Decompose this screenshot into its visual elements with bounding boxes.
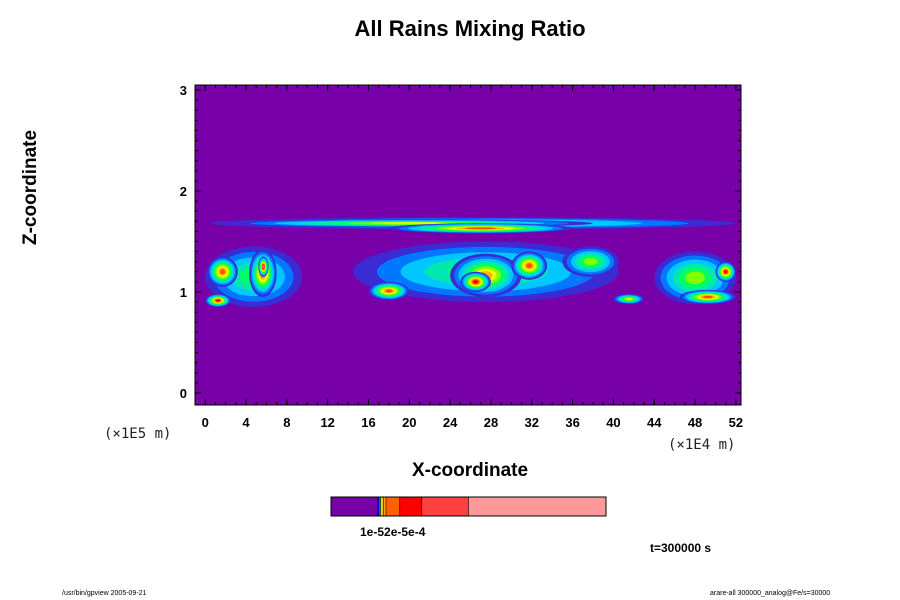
x-tick-label: 8 [283, 415, 290, 430]
x-ticks: 0 4 8 12 16 20 24 28 32 36 40 44 48 52 [202, 85, 743, 430]
colorbar-segment [386, 497, 400, 516]
x-scale-label: (×1E4 m) [668, 437, 736, 453]
x-tick-label: 52 [729, 415, 743, 430]
colorbar-segment [377, 497, 380, 516]
y-ticks: 0 1 2 3 [180, 83, 741, 401]
heatmap-cell [465, 227, 497, 230]
x-tick-label: 48 [688, 415, 702, 430]
colorbar-segment [383, 497, 386, 516]
heatmap-cell [385, 289, 393, 293]
heatmap-cell [473, 280, 478, 284]
heatmap-cell [526, 263, 533, 269]
x-tick-label: 24 [443, 415, 458, 430]
colorbar-segment [379, 497, 381, 516]
x-tick-label: 32 [525, 415, 539, 430]
colorbar-label: 1e-52e-5e-4 [360, 525, 426, 539]
heatmap-cells [195, 85, 741, 405]
heatmap-cell [216, 299, 220, 302]
heatmap-cell [724, 270, 728, 274]
y-tick-label: 0 [180, 386, 187, 401]
x-tick-label: 44 [647, 415, 662, 430]
plot-frame [194, 84, 742, 406]
heatmap-cell [703, 295, 713, 299]
footer-right: arare-all 300000_analog@Fe/s=30000 [710, 590, 831, 597]
y-tick-label: 1 [180, 285, 187, 300]
x-axis-label: X-coordinate [411, 460, 529, 481]
colorbar-segment [468, 497, 606, 516]
heatmap-cell [583, 257, 598, 266]
colorbar-segment [331, 497, 378, 516]
chart-title: All Rains Mixing Ratio [354, 16, 586, 41]
y-tick-label: 3 [180, 83, 187, 98]
y-scale-label: (×1E5 m) [104, 426, 172, 442]
x-tick-label: 4 [242, 415, 250, 430]
time-label: t=300000 s [650, 541, 712, 555]
colorbar [330, 496, 607, 517]
heatmap-cell [370, 222, 448, 225]
x-tick-label: 12 [320, 415, 334, 430]
x-tick-label: 28 [484, 415, 498, 430]
x-tick-label: 16 [361, 415, 375, 430]
footer-left: /usr/bin/gpview 2005-09-21 [62, 590, 147, 597]
x-tick-label: 0 [202, 415, 209, 430]
x-tick-label: 36 [565, 415, 579, 430]
x-tick-label: 40 [606, 415, 620, 430]
heatmap-cell [685, 271, 705, 285]
colorbar-segment [399, 497, 422, 516]
heatmap-cell [262, 265, 265, 269]
y-tick-label: 2 [180, 184, 187, 199]
x-tick-label: 20 [402, 415, 416, 430]
colorbar-segment [380, 497, 384, 516]
heatmap-cell [220, 269, 226, 275]
colorbar-segment [421, 497, 469, 516]
heatmap-cell [625, 297, 632, 301]
